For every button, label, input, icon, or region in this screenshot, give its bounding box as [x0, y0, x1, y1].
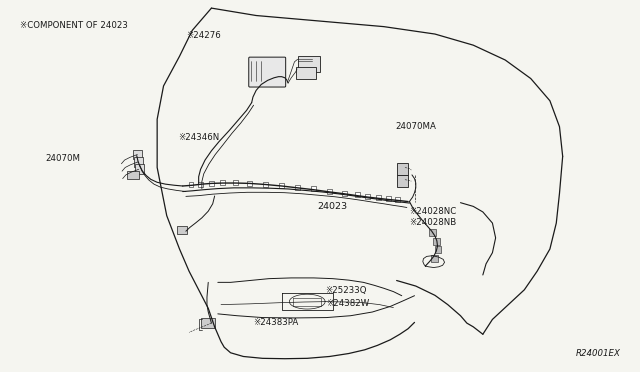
Text: ※COMPONENT OF 24023: ※COMPONENT OF 24023	[20, 21, 128, 30]
Bar	[247, 180, 252, 186]
Text: 24070M: 24070M	[45, 154, 81, 163]
Bar	[327, 189, 332, 194]
Bar	[189, 182, 193, 187]
Bar	[201, 318, 214, 328]
Bar	[209, 181, 214, 186]
Bar	[220, 180, 225, 185]
Text: ※25233Q: ※25233Q	[325, 286, 367, 295]
Bar	[397, 163, 408, 175]
Text: 24023: 24023	[317, 202, 347, 211]
Text: ※24028NB: ※24028NB	[410, 218, 457, 227]
Bar	[396, 197, 401, 202]
Bar	[355, 192, 360, 198]
Bar	[295, 185, 300, 190]
Bar	[387, 196, 392, 201]
Bar	[365, 194, 371, 199]
Bar	[134, 164, 143, 174]
Bar	[342, 190, 347, 196]
Bar	[433, 238, 440, 245]
Bar	[263, 182, 268, 187]
Bar	[296, 67, 316, 78]
Text: ※24383PA: ※24383PA	[253, 318, 298, 327]
Bar	[397, 175, 408, 187]
Text: ※24382W: ※24382W	[326, 299, 370, 308]
Text: R24001EX: R24001EX	[575, 349, 620, 358]
Bar	[177, 226, 187, 234]
Bar	[376, 195, 381, 200]
Bar	[127, 171, 139, 179]
Text: ※24028NC: ※24028NC	[410, 207, 457, 216]
Bar	[133, 150, 142, 160]
Bar	[298, 56, 319, 72]
FancyBboxPatch shape	[249, 57, 285, 87]
Bar	[435, 246, 442, 253]
Bar	[311, 186, 316, 192]
Bar	[233, 180, 238, 185]
Text: ※24276: ※24276	[186, 31, 221, 41]
Bar	[429, 229, 436, 236]
Bar	[134, 157, 143, 167]
Bar	[279, 183, 284, 188]
Text: 24070MA: 24070MA	[396, 122, 436, 131]
Text: ※24346N: ※24346N	[178, 133, 220, 142]
Bar	[431, 255, 438, 262]
Bar	[198, 182, 203, 187]
